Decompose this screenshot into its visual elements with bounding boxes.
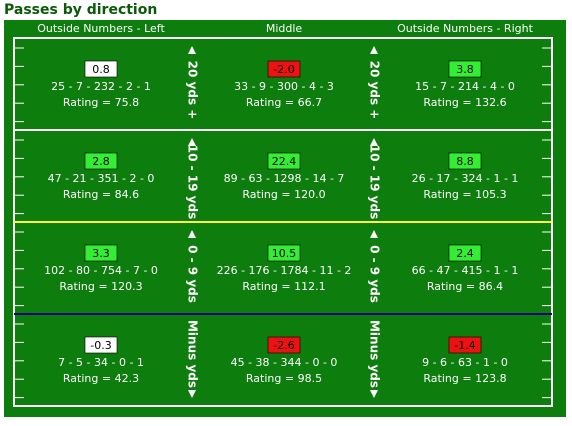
value-box (448, 244, 482, 262)
stats-text: 7 - 5 - 34 - 0 - 1 (58, 356, 144, 369)
value-box (448, 336, 482, 354)
direction-arrow (188, 138, 196, 146)
value-box (267, 244, 301, 262)
value-box (84, 60, 118, 78)
rating-text: Rating = 112.1 (242, 280, 325, 293)
rating-text: Rating = 42.3 (63, 372, 139, 385)
value-box (84, 244, 118, 262)
rating-text: Rating = 132.6 (423, 96, 506, 109)
direction-arrow (188, 230, 196, 238)
direction-arrow (370, 230, 378, 238)
rating-text: Rating = 105.3 (423, 188, 506, 201)
title: Passes by direction (4, 2, 157, 18)
rating-text: Rating = 98.5 (246, 372, 322, 385)
direction-arrow (188, 46, 196, 54)
row-label: 20 yds + (368, 61, 382, 120)
stats-text: 89 - 63 - 1298 - 14 - 7 (224, 172, 345, 185)
stats-text: 102 - 80 - 754 - 7 - 0 (44, 264, 158, 277)
direction-arrow (370, 138, 378, 146)
stats-text: 47 - 21 - 351 - 2 - 0 (48, 172, 155, 185)
column-header: Middle (266, 22, 303, 35)
row-label: 10 - 19 yds (186, 145, 200, 219)
stats-text: 45 - 38 - 344 - 0 - 0 (231, 356, 338, 369)
direction-arrow (370, 46, 378, 54)
rating-text: Rating = 75.8 (63, 96, 139, 109)
value-text: 22.4 (272, 155, 297, 168)
rating-text: Rating = 84.6 (63, 188, 139, 201)
value-box (267, 336, 301, 354)
direction-arrow (370, 390, 378, 398)
value-box (448, 152, 482, 170)
value-text: 3.3 (92, 247, 110, 260)
value-box (267, 60, 301, 78)
value-text: 8.8 (456, 155, 474, 168)
value-text: -2.6 (273, 339, 294, 352)
stats-text: 226 - 176 - 1784 - 11 - 2 (217, 264, 352, 277)
row-label: 10 - 19 yds (368, 145, 382, 219)
value-text: 10.5 (272, 247, 297, 260)
value-box (448, 60, 482, 78)
value-text: 3.8 (456, 63, 474, 76)
value-text: 2.4 (456, 247, 474, 260)
value-text: -2.0 (273, 63, 294, 76)
rating-text: Rating = 66.7 (246, 96, 322, 109)
row-label: 0 - 9 yds (368, 245, 382, 303)
rating-text: Rating = 120.0 (242, 188, 325, 201)
rating-text: Rating = 123.8 (423, 372, 506, 385)
stats-text: 9 - 6 - 63 - 1 - 0 (422, 356, 508, 369)
rating-text: Rating = 86.4 (427, 280, 503, 293)
value-text: 0.8 (92, 63, 110, 76)
stats-text: 26 - 17 - 324 - 1 - 1 (412, 172, 519, 185)
value-box (84, 336, 118, 354)
value-text: -1.4 (454, 339, 475, 352)
stats-text: 66 - 47 - 415 - 1 - 1 (412, 264, 519, 277)
stats-text: 25 - 7 - 232 - 2 - 1 (51, 80, 151, 93)
row-label: Minus yds (186, 320, 200, 388)
direction-arrow (188, 390, 196, 398)
value-text: 2.8 (92, 155, 110, 168)
column-header: Outside Numbers - Right (397, 22, 534, 35)
row-label: 20 yds + (186, 61, 200, 120)
column-header: Outside Numbers - Left (37, 22, 165, 35)
value-box (267, 152, 301, 170)
value-box (84, 152, 118, 170)
stats-text: 15 - 7 - 214 - 4 - 0 (415, 80, 515, 93)
rating-text: Rating = 120.3 (59, 280, 142, 293)
stats-text: 33 - 9 - 300 - 4 - 3 (234, 80, 334, 93)
row-label: Minus yds (368, 320, 382, 388)
value-text: -0.3 (90, 339, 111, 352)
row-label: 0 - 9 yds (186, 245, 200, 303)
